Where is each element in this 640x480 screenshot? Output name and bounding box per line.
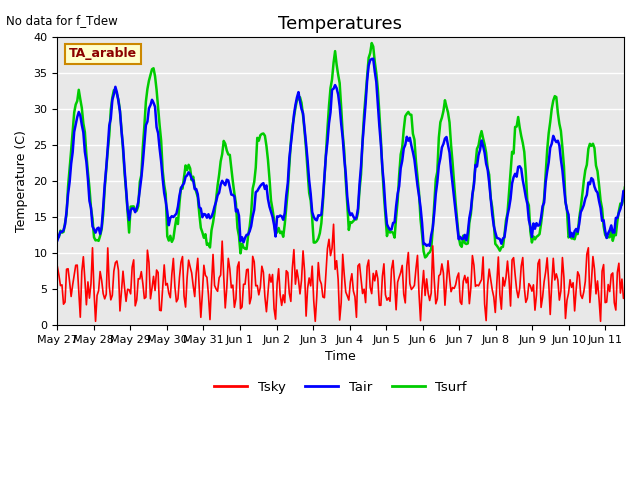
Y-axis label: Temperature (C): Temperature (C)	[15, 130, 28, 232]
Line: Tsky: Tsky	[58, 224, 640, 321]
Title: Temperatures: Temperatures	[278, 15, 403, 33]
Tsurf	[421, 254, 429, 260]
Tsurf	[638, 233, 640, 239]
Legend: Tsky, Tair, Tsurf: Tsky, Tair, Tsurf	[209, 375, 472, 399]
Line: Tair: Tair	[58, 59, 640, 246]
Tsky	[74, 262, 81, 268]
Tair	[423, 243, 431, 249]
Tsky	[93, 292, 101, 298]
Tsurf	[368, 40, 376, 46]
Tsky	[636, 314, 640, 320]
Tsurf	[560, 164, 568, 169]
Tsky	[357, 276, 365, 282]
Tsurf	[74, 98, 81, 104]
Tsurf	[354, 210, 362, 216]
Tair	[560, 184, 568, 190]
Tair	[92, 230, 99, 236]
Tsky	[473, 282, 481, 288]
Tair	[369, 56, 377, 61]
Tair	[54, 238, 61, 243]
Tair	[473, 164, 481, 169]
Line: Tsurf: Tsurf	[58, 43, 640, 257]
Text: No data for f_Tdew: No data for f_Tdew	[6, 14, 118, 27]
Tsky	[638, 293, 640, 299]
Tair	[354, 206, 362, 212]
Tsurf	[54, 232, 61, 238]
Tsurf	[636, 226, 640, 232]
Tair	[74, 114, 81, 120]
Text: TA_arable: TA_arable	[68, 48, 137, 60]
Tsky	[330, 221, 337, 227]
Tsky	[560, 275, 568, 281]
Tair	[636, 216, 640, 222]
Tsurf	[473, 146, 481, 152]
Tsky	[54, 264, 61, 270]
Tsurf	[92, 238, 99, 243]
Tair	[638, 226, 640, 232]
Tsky	[92, 318, 99, 324]
X-axis label: Time: Time	[325, 350, 356, 363]
